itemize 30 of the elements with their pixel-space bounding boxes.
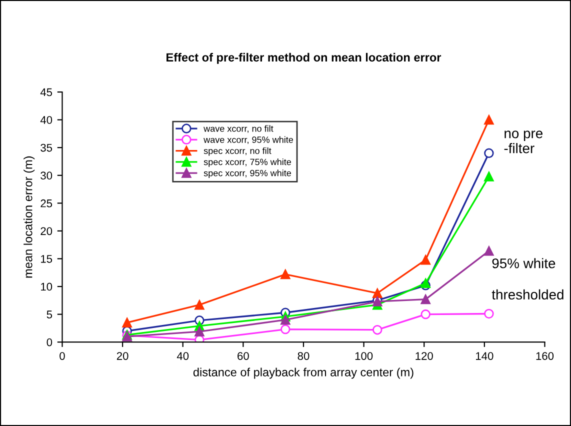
legend-label: spec xcorr, 75% white	[204, 158, 292, 167]
legend-label: spec xcorr, 95% white	[204, 170, 292, 178]
y-tick-label: 25	[40, 199, 52, 208]
y-tick-label: 20	[40, 227, 52, 236]
x-axis-title: distance of playback from array center (m)	[193, 368, 414, 379]
x-tick-label: 100	[355, 352, 373, 360]
y-tick-label: 5	[46, 310, 52, 318]
x-tick-label: 40	[176, 352, 189, 360]
x-tick-label: 160	[536, 352, 554, 360]
x-tick-label: 0	[60, 352, 65, 360]
y-axis-title: mean location error (m)	[24, 156, 35, 278]
y-tick-label: 45	[40, 88, 52, 96]
x-tick-label: 120	[416, 352, 433, 360]
x-tick-label: 20	[116, 352, 128, 360]
legend-label: wave xcorr, 95% white	[204, 136, 294, 144]
y-tick-label: 30	[40, 172, 52, 180]
y-tick-label: 35	[40, 144, 52, 152]
annotation: thresholded	[492, 289, 564, 300]
y-tick-label: 0	[46, 338, 52, 346]
chart-title: Effect of pre-filter method on mean location error	[166, 52, 442, 64]
annotation: no pre -filter	[504, 130, 542, 154]
x-tick-label: 80	[298, 352, 310, 360]
x-tick-label: 140	[476, 352, 494, 360]
annotation: 95% white	[492, 258, 556, 268]
legend-label: spec xcorr, no filt	[204, 147, 272, 156]
y-tick-label: 40	[40, 116, 52, 124]
y-tick-label: 10	[41, 282, 52, 291]
y-tick-label: 15	[41, 255, 52, 263]
x-tick-label: 60	[238, 352, 249, 360]
legend-label: wave xcorr, no filt	[204, 125, 274, 133]
